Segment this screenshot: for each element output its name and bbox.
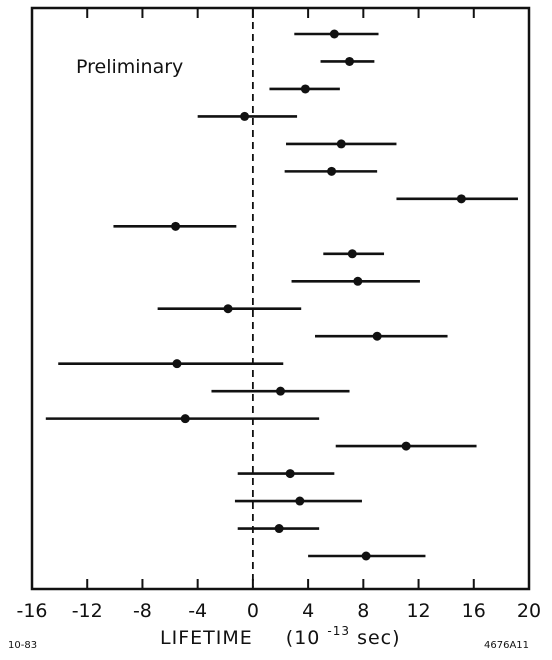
data-point [372,331,382,341]
x-tick-label: 12 [406,600,430,622]
x-axis-label-unit-close: sec) [357,627,400,649]
data-point [172,359,182,369]
data-point [329,29,339,39]
x-tick-label: 16 [462,600,486,622]
x-tick-label: -8 [133,600,152,622]
x-tick-label: 20 [517,600,541,622]
data-point [361,551,371,561]
data-point [300,84,310,94]
footer-date-code: 10-83 [8,640,37,651]
data-point [295,496,305,506]
x-axis-ticks [86,8,475,589]
x-tick-label: -16 [16,600,47,622]
footer-figure-code: 4676A11 [484,640,529,651]
data-point [345,56,355,66]
x-tick-label: 4 [302,600,314,622]
x-axis-label-main: LIFETIME [160,627,253,649]
data-point [274,524,284,534]
data-point [336,139,346,149]
x-tick-labels: -16 -12 -8 -4 0 4 8 12 16 20 [16,600,541,622]
x-axis-label: LIFETIME (10 -13 sec) [160,618,401,649]
data-point [276,386,285,396]
data-point [347,249,357,259]
x-axis-label-unit-exponent: -13 [327,624,350,638]
data-point [180,414,190,424]
data-point [401,441,411,451]
x-axis-label-unit-open: (10 [286,627,321,649]
data-point [327,166,337,176]
plot-frame [30,6,531,591]
data-point [285,469,295,479]
data-point [240,111,250,121]
x-tick-label: 8 [357,600,369,622]
x-tick-label: -4 [188,600,207,622]
preliminary-annotation: Preliminary [76,56,183,78]
data-point [456,194,466,204]
x-tick-label: -12 [72,600,103,622]
data-point [353,276,363,286]
data-points [45,29,518,561]
data-point [223,304,233,314]
data-point [171,221,181,231]
x-tick-label: 0 [247,600,259,622]
